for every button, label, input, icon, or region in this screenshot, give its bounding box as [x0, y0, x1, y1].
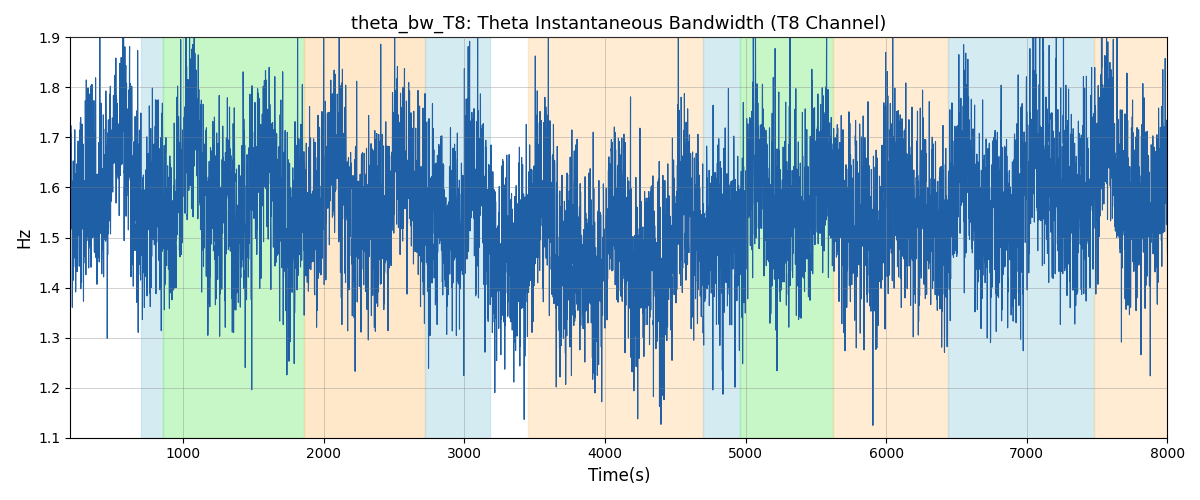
Bar: [140, 38, 163, 438]
Bar: [425, 38, 490, 438]
Bar: [304, 38, 425, 438]
Title: theta_bw_T8: Theta Instantaneous Bandwidth (T8 Channel): theta_bw_T8: Theta Instantaneous Bandwid…: [352, 15, 887, 34]
Bar: [1094, 38, 1182, 438]
Y-axis label: Hz: Hz: [14, 227, 32, 248]
Bar: [833, 38, 948, 438]
Bar: [740, 38, 833, 438]
X-axis label: Time(s): Time(s): [588, 467, 650, 485]
Bar: [528, 38, 703, 438]
Bar: [163, 38, 304, 438]
Bar: [948, 38, 1094, 438]
Bar: [703, 38, 740, 438]
